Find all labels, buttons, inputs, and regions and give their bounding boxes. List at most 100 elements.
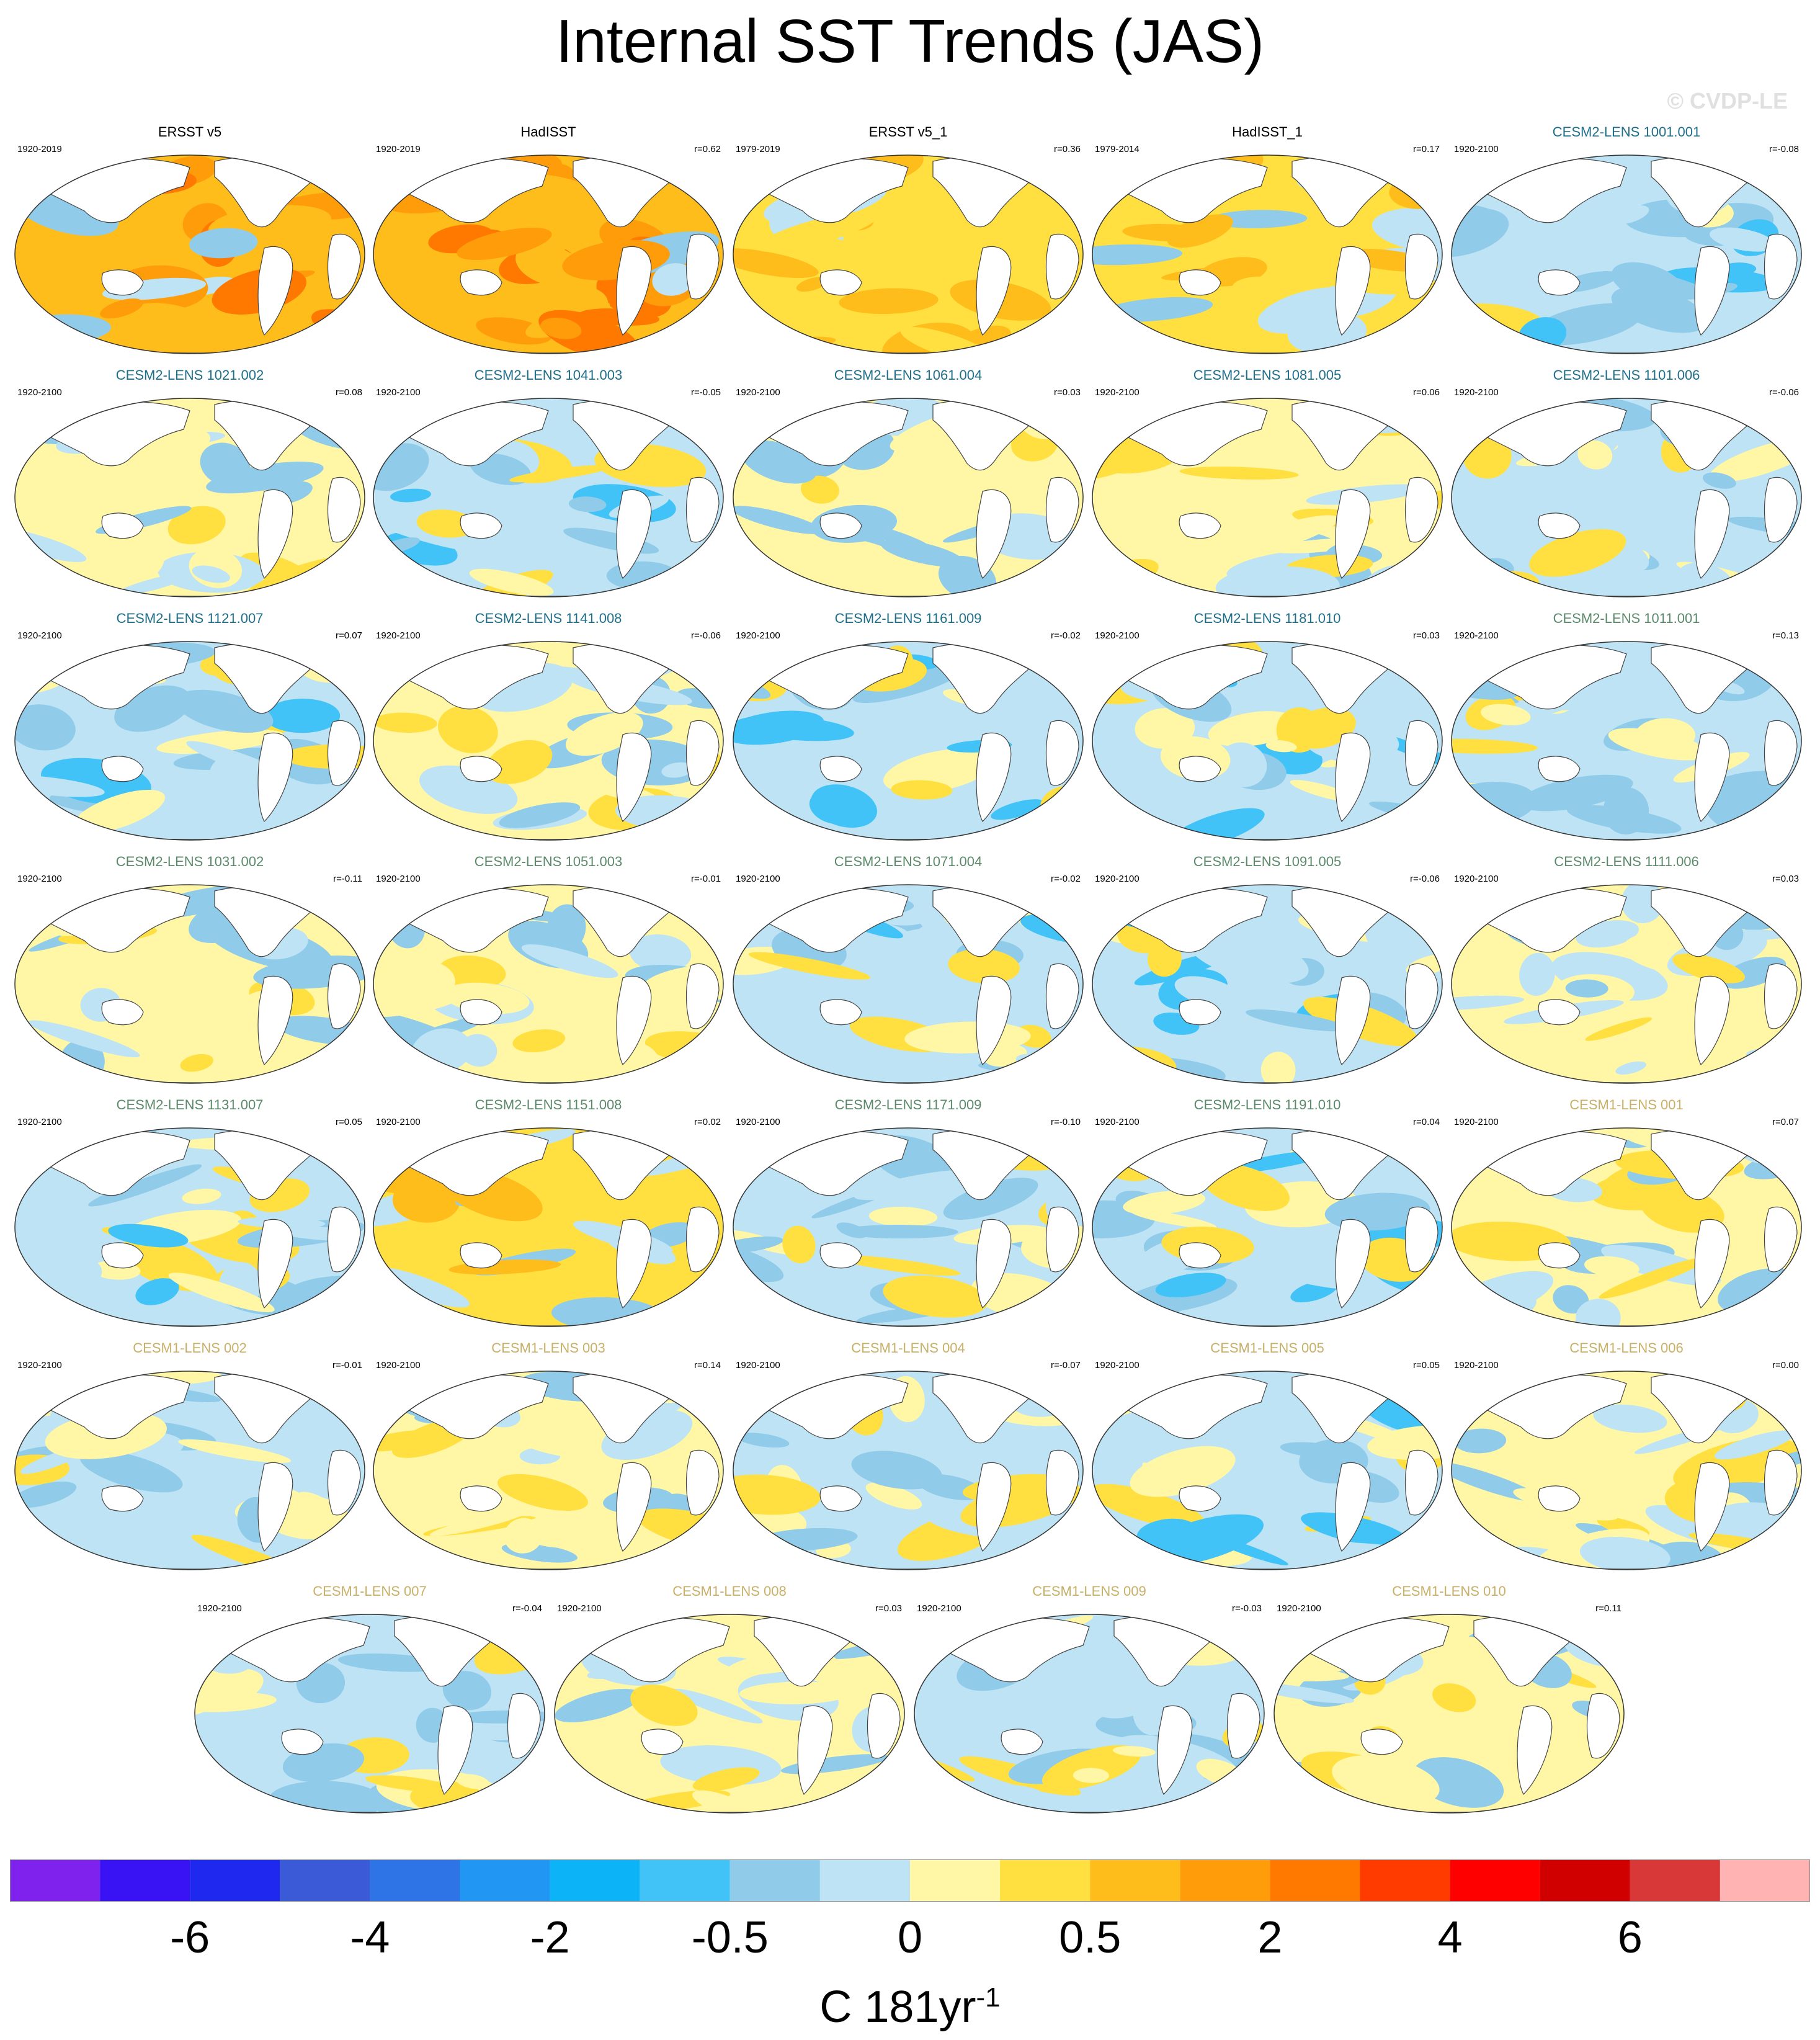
map-border xyxy=(1451,154,1802,354)
sst-anomaly-patch xyxy=(733,506,823,534)
map-border xyxy=(373,1127,724,1327)
map-plot xyxy=(1451,641,1802,841)
sst-anomaly-patch xyxy=(736,1433,790,1448)
sst-anomaly-patch xyxy=(404,288,447,316)
sst-anomaly-patch xyxy=(568,496,607,512)
land-mass xyxy=(1538,1242,1581,1269)
map-panel: ERSST v5_1 1979-2019 r=0.36 xyxy=(728,124,1088,366)
map-border xyxy=(14,641,365,841)
sst-anomaly-patch xyxy=(733,155,801,175)
panel-title: CESM1-LENS 001 xyxy=(1569,1097,1684,1112)
sst-anomaly-patch xyxy=(1120,480,1246,508)
sst-anomaly-patch xyxy=(857,927,945,959)
map-border xyxy=(733,884,1084,1084)
sst-anomaly-patch xyxy=(438,705,498,753)
sst-anomaly-patch xyxy=(1136,1518,1198,1549)
panel-correlation: r=-0.06 xyxy=(1769,387,1799,398)
map-panel: CESM1-LENS 006 1920-2100 r=0.00 xyxy=(1447,1340,1806,1582)
sst-anomaly-patch xyxy=(497,1474,588,1511)
colorbar-units-label: C 181yr-1 xyxy=(0,1982,1820,2033)
map-panel: ERSST v5 1920-2019 xyxy=(10,124,370,366)
panel-years: 1920-2100 xyxy=(1277,1603,1321,1614)
land-mass xyxy=(281,1729,324,1755)
panel-years: 1920-2100 xyxy=(17,387,62,398)
land-mass xyxy=(327,476,361,543)
panel-title: CESM2-LENS 1001.001 xyxy=(1552,124,1701,140)
sst-anomaly-patch xyxy=(1481,704,1531,726)
sst-anomaly-patch xyxy=(469,568,554,596)
panel-years: 1920-2100 xyxy=(376,1360,421,1371)
map-panel: CESM2-LENS 1151.008 1920-2100 r=0.02 xyxy=(368,1097,728,1339)
map-panel: CESM2-LENS 1061.004 1920-2100 r=0.03 xyxy=(728,367,1088,609)
sst-anomaly-patch xyxy=(429,1510,529,1536)
panel-years: 1920-2100 xyxy=(736,1360,780,1371)
panel-correlation: r=0.17 xyxy=(1413,144,1440,154)
sst-anomaly-patch xyxy=(733,1236,783,1254)
sst-anomaly-patch xyxy=(115,573,191,596)
sst-anomaly-patch xyxy=(1187,930,1309,983)
map-plot xyxy=(373,1371,724,1570)
sst-anomaly-patch xyxy=(839,288,939,315)
panel-correlation: r=0.03 xyxy=(1772,874,1799,884)
map-panel: CESM2-LENS 1041.003 1920-2100 r=-0.05 xyxy=(368,367,728,609)
land-mass xyxy=(1179,756,1221,782)
map-border xyxy=(733,1127,1084,1327)
map-panel: CESM2-LENS 1091.005 1920-2100 r=-0.06 xyxy=(1087,854,1447,1096)
map-plot xyxy=(1092,1371,1443,1570)
map-border xyxy=(373,641,724,841)
sst-anomaly-patch xyxy=(28,1020,140,1058)
land-mass xyxy=(1404,720,1439,786)
map-panel: CESM2-LENS 1121.007 1920-2100 r=0.07 xyxy=(10,611,370,852)
sst-anomaly-patch xyxy=(1208,210,1308,228)
land-mass xyxy=(685,476,720,543)
sst-anomaly-patch xyxy=(1332,1755,1440,1806)
colorbar-swatch xyxy=(460,1859,550,1902)
sst-anomaly-patch xyxy=(880,539,964,567)
panel-years: 1920-2100 xyxy=(1454,1360,1499,1371)
sst-anomaly-patch xyxy=(782,1225,816,1264)
map-border xyxy=(1451,1127,1802,1327)
land-mass xyxy=(101,999,144,1026)
watermark: © CVDP-LE xyxy=(1667,88,1788,114)
colorbar-tick-label: -0.5 xyxy=(692,1913,769,1962)
sst-anomaly-patch xyxy=(1759,642,1798,673)
sst-anomaly-patch xyxy=(630,1684,698,1726)
land-mass xyxy=(1335,732,1371,823)
panel-correlation: r=0.03 xyxy=(1054,387,1081,398)
sst-anomaly-patch xyxy=(692,1790,754,1813)
sst-anomaly-patch xyxy=(282,1411,365,1457)
land-mass xyxy=(1226,1693,1260,1759)
sst-anomaly-patch xyxy=(88,1164,202,1207)
colorbar-swatch xyxy=(1180,1859,1270,1902)
map-border xyxy=(1451,1371,1802,1570)
sst-anomaly-patch xyxy=(1367,1425,1442,1461)
sst-anomaly-patch xyxy=(1615,1061,1646,1075)
sst-anomaly-patch xyxy=(15,1371,54,1398)
land-mass xyxy=(819,269,862,296)
sst-anomaly-patch xyxy=(264,699,341,733)
colorbar-swatch xyxy=(10,1859,100,1902)
sst-anomaly-patch xyxy=(1610,205,1649,225)
panel-correlation: r=-0.11 xyxy=(333,874,362,884)
sst-anomaly-patch xyxy=(629,934,692,972)
map-panel: CESM1-LENS 010 1920-2100 r=0.11 xyxy=(1269,1583,1629,1825)
land-mass xyxy=(1179,269,1221,296)
colorbar-swatch xyxy=(100,1859,190,1902)
map-plot xyxy=(1451,1127,1802,1327)
sst-anomaly-patch xyxy=(796,277,828,292)
sst-anomaly-patch xyxy=(1054,580,1083,597)
sst-anomaly-patch xyxy=(135,1278,179,1305)
sst-anomaly-patch xyxy=(1432,1683,1476,1712)
panel-correlation: r=-0.08 xyxy=(1769,144,1799,154)
panel-years: 1920-2100 xyxy=(1095,874,1140,884)
map-plot xyxy=(1092,884,1443,1084)
panel-title: CESM2-LENS 1041.003 xyxy=(474,367,623,383)
sst-anomaly-patch xyxy=(1585,1017,1653,1041)
land-mass xyxy=(460,756,502,782)
sst-anomaly-patch xyxy=(1672,953,1746,983)
panel-title: CESM2-LENS 1161.009 xyxy=(834,611,982,626)
sst-anomaly-patch xyxy=(1744,642,1787,664)
map-border xyxy=(14,1127,365,1327)
sst-anomaly-patch xyxy=(189,228,258,259)
land-mass xyxy=(1694,732,1730,823)
